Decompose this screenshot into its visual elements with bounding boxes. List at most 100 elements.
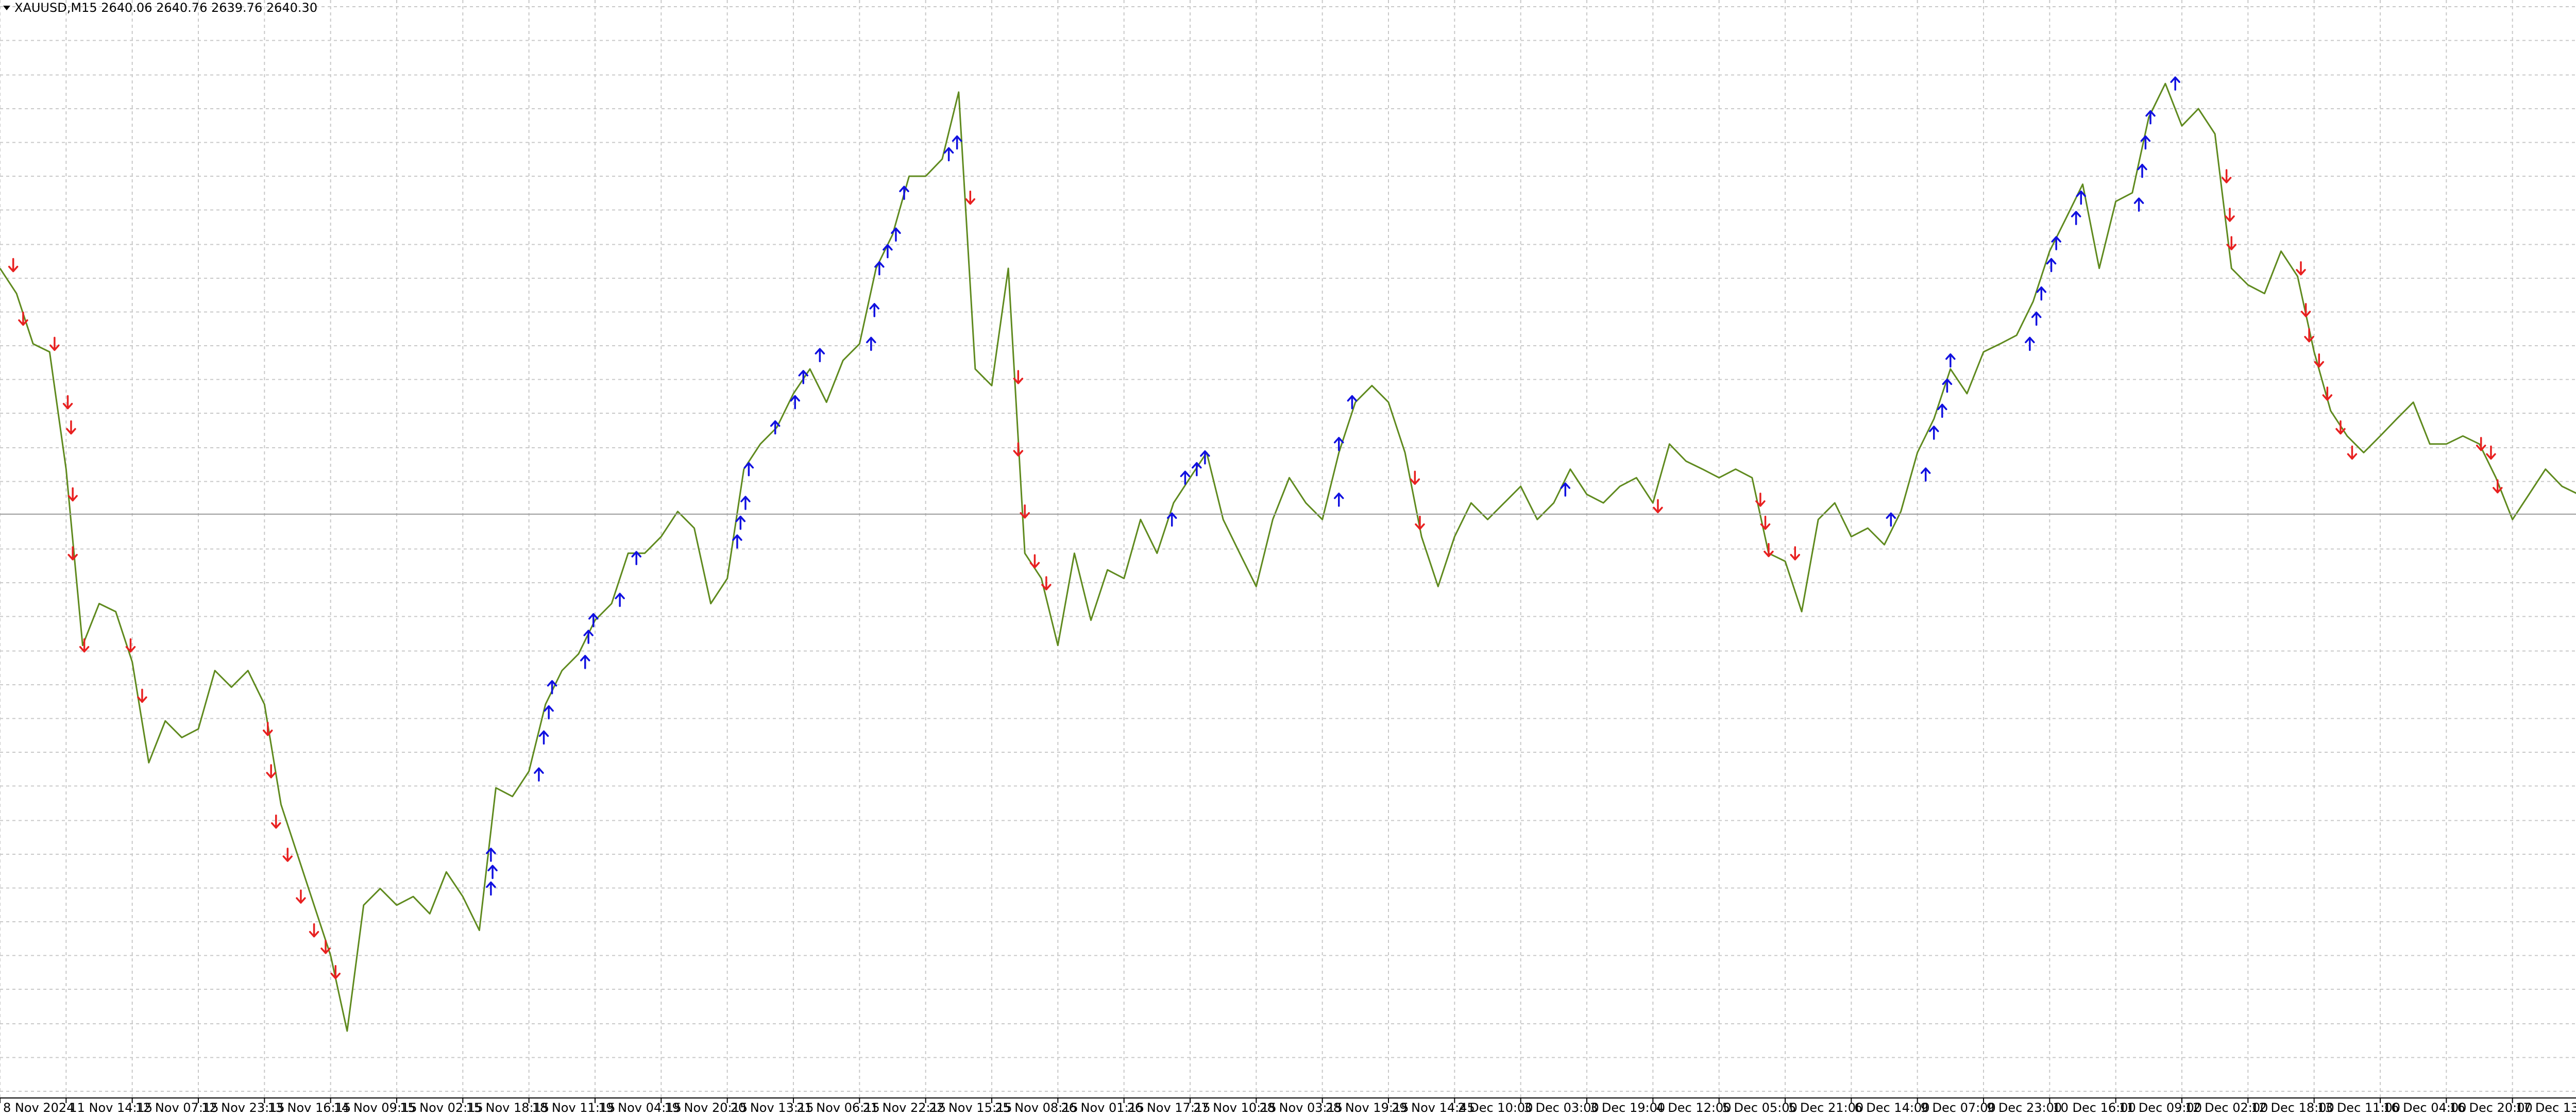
collapse-icon[interactable] xyxy=(3,6,10,10)
sell-arrow xyxy=(62,395,73,410)
buy-arrow xyxy=(1945,353,1956,368)
sell-arrow xyxy=(137,688,147,703)
sell-arrow xyxy=(8,258,19,273)
x-tick-label: 13 Dec 11:00 xyxy=(2317,1101,2400,1115)
buy-arrow xyxy=(2137,163,2147,178)
x-tick-label: 8 Nov 2024 xyxy=(3,1101,74,1115)
buy-arrow xyxy=(583,630,594,644)
buy-arrow xyxy=(2025,336,2035,351)
sell-arrow xyxy=(1764,543,1774,557)
sell-arrow xyxy=(282,848,293,862)
sell-arrow xyxy=(2300,303,2311,317)
sell-arrow xyxy=(2322,386,2333,401)
sell-arrow xyxy=(1760,515,1771,530)
buy-arrow xyxy=(1166,512,1177,527)
sell-arrow xyxy=(66,420,76,435)
x-tick-label: 22 Nov 15:15 xyxy=(929,1101,1012,1115)
buy-arrow xyxy=(1886,512,1896,527)
sell-arrow xyxy=(2226,236,2236,250)
sell-arrow xyxy=(271,814,281,829)
buy-arrow xyxy=(1347,395,1358,410)
x-tick-label: 28 Nov 19:15 xyxy=(1326,1101,1409,1115)
x-tick-label: 26 Nov 01:15 xyxy=(1061,1101,1144,1115)
buy-arrow xyxy=(588,613,599,628)
buy-arrow xyxy=(547,680,557,695)
buy-arrow xyxy=(874,261,885,276)
buy-arrow xyxy=(2036,286,2047,301)
x-tick-label: 16 Dec 04:00 xyxy=(2383,1101,2466,1115)
buy-arrow xyxy=(770,420,781,435)
buy-arrow xyxy=(631,551,641,565)
x-tick-label: 6 Dec 14:00 xyxy=(1854,1101,1929,1115)
buy-arrow xyxy=(2140,135,2151,150)
buy-arrow xyxy=(1180,470,1191,485)
buy-arrow xyxy=(883,244,893,259)
sell-arrow xyxy=(1020,504,1030,519)
buy-arrow xyxy=(743,462,754,477)
x-tick-label: 18 Nov 11:15 xyxy=(532,1101,616,1115)
sell-arrow xyxy=(320,940,331,954)
x-tick-label: 5 Dec 05:00 xyxy=(1722,1101,1798,1115)
x-tick-label: 9 Dec 07:00 xyxy=(1921,1101,1996,1115)
sell-arrow xyxy=(266,764,276,779)
buy-arrow xyxy=(815,348,825,362)
buy-arrow xyxy=(1334,493,1344,507)
buy-arrow xyxy=(952,135,962,150)
sell-arrow xyxy=(2221,169,2232,183)
sell-arrow xyxy=(330,965,341,979)
buy-arrow xyxy=(534,767,544,782)
buy-arrow xyxy=(2046,258,2057,273)
x-tick-label: 21 Nov 06:15 xyxy=(796,1101,880,1115)
buy-arrow xyxy=(2133,197,2144,212)
sell-arrow xyxy=(2225,208,2235,222)
sell-arrow xyxy=(965,190,976,205)
chart-title: XAUUSD,M15 2640.06 2640.76 2639.76 2640.… xyxy=(14,1,317,15)
price-line xyxy=(0,82,2576,1032)
x-tick-label: 20 Nov 13:15 xyxy=(731,1101,814,1115)
sell-arrow xyxy=(18,311,28,326)
sell-arrow xyxy=(2347,445,2358,460)
buy-arrow xyxy=(943,147,954,162)
buy-arrow xyxy=(798,370,808,384)
buy-arrow xyxy=(740,496,751,510)
buy-arrow xyxy=(486,848,496,862)
sell-arrow xyxy=(125,638,136,653)
buy-arrow xyxy=(2076,190,2087,205)
x-tick-label: 15 Nov 18:15 xyxy=(466,1101,549,1115)
sell-arrow xyxy=(49,336,60,351)
buy-arrow xyxy=(544,705,554,720)
buy-arrow xyxy=(486,881,496,896)
buy-arrow xyxy=(1920,467,1931,482)
sell-arrow xyxy=(67,487,78,502)
buy-arrow xyxy=(1929,426,1939,440)
sell-arrow xyxy=(2304,328,2314,343)
x-tick-label: 27 Nov 10:15 xyxy=(1193,1101,1277,1115)
sell-arrow xyxy=(2476,437,2486,451)
plot xyxy=(0,76,2576,1032)
x-tick-label: 5 Dec 21:00 xyxy=(1788,1101,1863,1115)
x-tick-label: 11 Nov 14:15 xyxy=(69,1101,152,1115)
sell-arrow xyxy=(1410,470,1420,485)
sell-arrow xyxy=(1755,493,1766,507)
buy-arrow xyxy=(790,395,800,410)
x-tick-label: 3 Dec 03:00 xyxy=(1524,1101,1599,1115)
sell-arrow xyxy=(1790,546,1800,561)
buy-arrow xyxy=(487,865,498,880)
buy-arrow xyxy=(1937,403,1947,418)
x-tick-label: 10 Dec 16:00 xyxy=(2053,1101,2136,1115)
x-tick-label: 13 Nov 16:15 xyxy=(267,1101,351,1115)
sell-arrow xyxy=(263,722,273,736)
x-tick-label: 15 Nov 02:15 xyxy=(400,1101,483,1115)
x-tick-label: 21 Nov 22:15 xyxy=(862,1101,946,1115)
buy-arrow xyxy=(2145,110,2156,125)
x-tick-label: 16 Dec 20:00 xyxy=(2449,1101,2532,1115)
x-tick-label: 25 Nov 08:15 xyxy=(995,1101,1078,1115)
x-tick-label: 26 Nov 17:15 xyxy=(1127,1101,1211,1115)
sell-arrow xyxy=(2296,261,2306,276)
buy-arrow xyxy=(2071,211,2081,225)
sell-arrow xyxy=(2335,420,2346,435)
sell-arrow xyxy=(2486,445,2496,460)
x-tick-label: 12 Dec 02:00 xyxy=(2185,1101,2268,1115)
